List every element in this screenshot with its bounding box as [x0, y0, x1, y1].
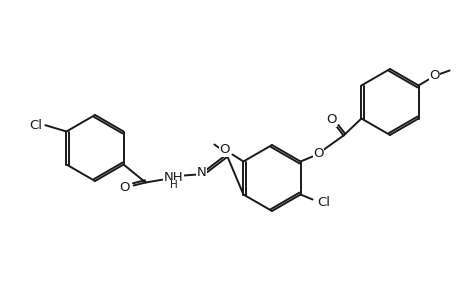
Text: O: O	[428, 69, 439, 82]
Text: O: O	[325, 113, 336, 126]
Text: H: H	[169, 181, 177, 190]
Text: NH: NH	[163, 171, 183, 184]
Text: O: O	[313, 147, 323, 160]
Text: O: O	[218, 143, 229, 156]
Text: N: N	[196, 166, 206, 179]
Text: O: O	[119, 181, 129, 194]
Text: Cl: Cl	[29, 119, 42, 132]
Text: Cl: Cl	[316, 196, 330, 209]
